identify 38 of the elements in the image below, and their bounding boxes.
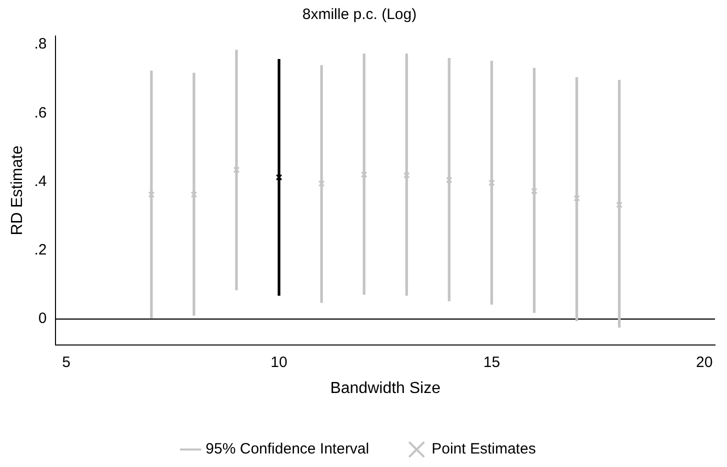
y-tick-label: .2 xyxy=(34,242,47,259)
x-tick-label: 15 xyxy=(483,354,500,371)
x-axis-title: Bandwidth Size xyxy=(330,380,441,397)
y-tick-label: .8 xyxy=(34,36,47,53)
y-axis-title: RD Estimate xyxy=(9,145,26,236)
bar xyxy=(192,72,196,316)
x-tick-label: 10 xyxy=(270,354,288,371)
bar xyxy=(405,54,408,296)
legend-label: Point Estimates xyxy=(432,440,536,458)
point xyxy=(616,202,623,208)
point xyxy=(446,176,452,184)
point xyxy=(360,171,368,178)
bar xyxy=(278,59,280,296)
point xyxy=(488,180,495,186)
bar xyxy=(362,54,366,295)
y-tick-label: .4 xyxy=(34,172,47,190)
point xyxy=(403,172,410,179)
bar xyxy=(150,70,153,318)
y-tick-label: 0 xyxy=(38,310,47,328)
chart-title: 8xmille p.c. (Log) xyxy=(302,6,417,24)
x-tick-label: 20 xyxy=(696,354,713,371)
bar xyxy=(320,65,323,303)
point xyxy=(148,191,155,198)
point xyxy=(318,180,325,187)
point xyxy=(574,195,580,202)
legend-label: 95% Confidence Interval xyxy=(206,440,370,458)
bar xyxy=(490,60,494,305)
point xyxy=(190,191,198,198)
bar xyxy=(618,80,621,328)
point xyxy=(233,166,240,174)
point xyxy=(276,174,282,181)
bar xyxy=(448,58,450,302)
bar xyxy=(575,77,578,322)
bar xyxy=(235,50,238,290)
point xyxy=(531,188,538,194)
x-tick-label: 5 xyxy=(62,354,71,371)
y-tick-label: .6 xyxy=(34,104,47,122)
bar xyxy=(532,68,536,313)
